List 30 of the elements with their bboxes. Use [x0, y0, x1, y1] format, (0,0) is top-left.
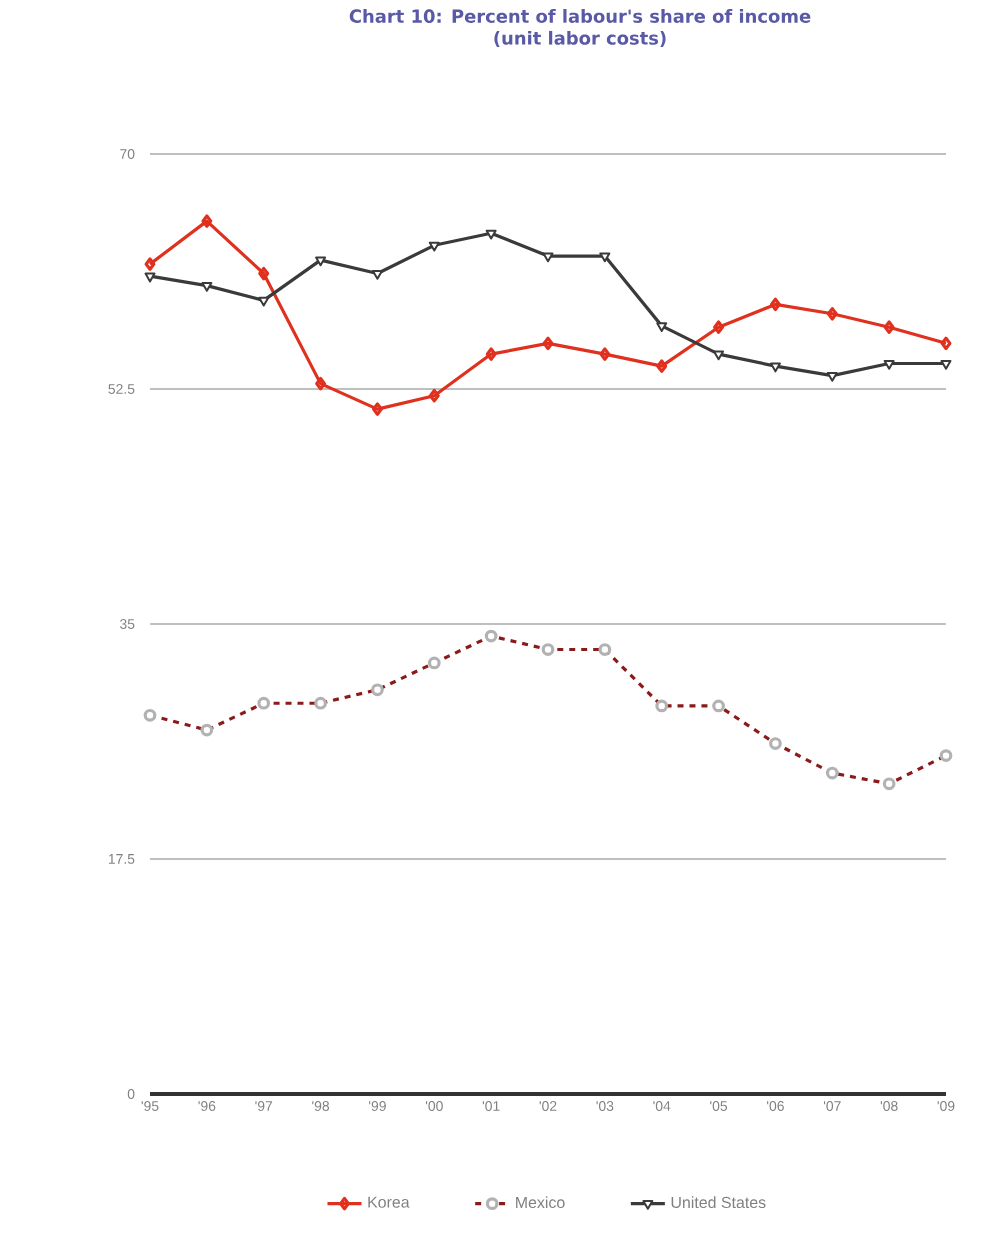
- point: [826, 307, 838, 321]
- point: [769, 297, 781, 312]
- point: [542, 336, 554, 351]
- point: [883, 320, 895, 334]
- point: [258, 296, 270, 307]
- point: [428, 388, 440, 403]
- point: [371, 402, 383, 416]
- point: [599, 347, 611, 361]
- point: [315, 256, 327, 267]
- point: [713, 350, 725, 361]
- point: [201, 282, 213, 292]
- point: [713, 320, 725, 334]
- point: [883, 359, 895, 370]
- chart-title: Chart 10: Percent of labour's share of income: [349, 9, 811, 23]
- point: [201, 214, 213, 228]
- point: [769, 362, 781, 373]
- point: [315, 376, 327, 391]
- point: [940, 359, 952, 370]
- point: [371, 269, 383, 280]
- point: [485, 229, 497, 240]
- point: [599, 252, 611, 263]
- point: [428, 241, 440, 252]
- point: [144, 272, 156, 283]
- point: [826, 371, 838, 382]
- point: [542, 252, 554, 263]
- point: [258, 266, 270, 281]
- chart-subtitle: (unit labor costs): [494, 30, 666, 47]
- point: [656, 359, 668, 373]
- point: [485, 347, 497, 361]
- point: [656, 322, 668, 333]
